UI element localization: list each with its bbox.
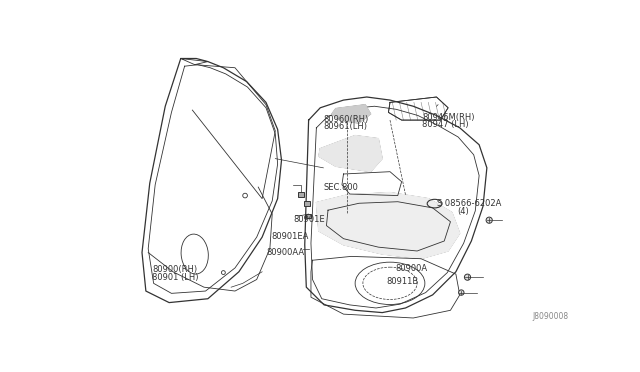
Text: 80947 (LH): 80947 (LH) bbox=[422, 121, 469, 129]
Text: 80960(RH): 80960(RH) bbox=[323, 115, 368, 124]
Text: 80900(RH): 80900(RH) bbox=[152, 265, 197, 274]
Text: 80911B: 80911B bbox=[387, 277, 419, 286]
FancyBboxPatch shape bbox=[298, 192, 304, 197]
Polygon shape bbox=[332, 105, 371, 123]
Text: 80946M(RH): 80946M(RH) bbox=[422, 113, 475, 122]
Text: (4): (4) bbox=[457, 207, 468, 216]
Circle shape bbox=[486, 217, 492, 223]
Text: S 08566-6202A: S 08566-6202A bbox=[437, 199, 502, 208]
Text: 80900A: 80900A bbox=[395, 264, 427, 273]
FancyBboxPatch shape bbox=[307, 214, 311, 218]
Text: 80901 (LH): 80901 (LH) bbox=[152, 273, 198, 282]
Polygon shape bbox=[316, 192, 460, 259]
FancyBboxPatch shape bbox=[304, 201, 310, 206]
Text: SEC.800: SEC.800 bbox=[323, 183, 358, 192]
Polygon shape bbox=[319, 135, 382, 172]
Circle shape bbox=[459, 290, 464, 295]
Circle shape bbox=[465, 274, 470, 280]
Text: 80901EA: 80901EA bbox=[271, 232, 308, 241]
Text: 80901E: 80901E bbox=[293, 215, 325, 224]
Text: 80900AA: 80900AA bbox=[266, 248, 304, 257]
Text: 80961(LH): 80961(LH) bbox=[323, 122, 367, 131]
Text: J8090008: J8090008 bbox=[532, 312, 568, 321]
